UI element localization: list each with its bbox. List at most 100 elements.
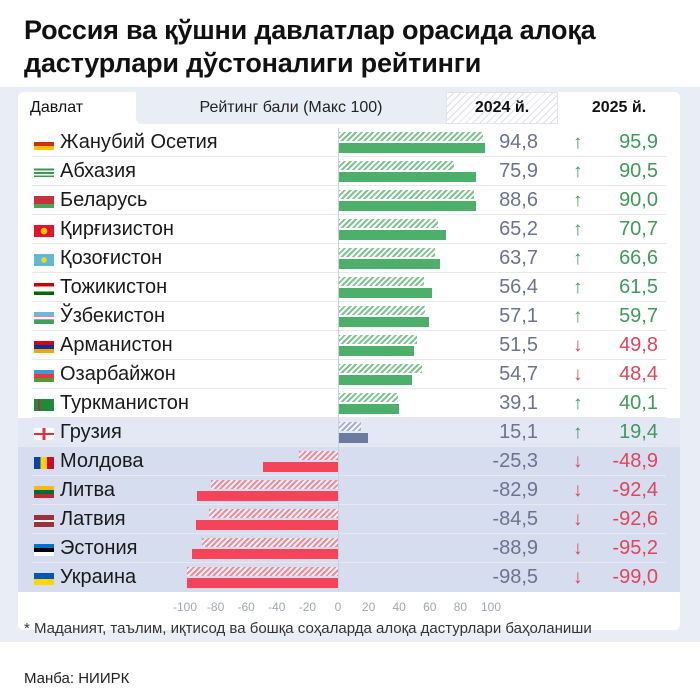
table-row: Ўзбекистон 57,1 ↑ 59,7 bbox=[18, 302, 680, 331]
bar-2025 bbox=[338, 230, 447, 240]
trend-down-arrow-icon: ↓ bbox=[573, 480, 583, 501]
header-2025: 2025 й. bbox=[558, 92, 680, 124]
zero-axis-line bbox=[338, 128, 339, 592]
bar-2025 bbox=[196, 520, 338, 530]
bar-2024 bbox=[338, 393, 398, 402]
flag-ukraine-icon bbox=[34, 573, 54, 585]
trend-up-arrow-icon: ↑ bbox=[573, 277, 583, 298]
row-divider bbox=[32, 156, 666, 157]
bar-2024 bbox=[338, 306, 426, 315]
axis-tick-label: 20 bbox=[361, 600, 376, 614]
bar-2025 bbox=[338, 201, 476, 211]
table-row: Беларусь 88,6 ↑ 90,0 bbox=[18, 186, 680, 215]
axis-tick-label: -60 bbox=[237, 600, 255, 614]
row-divider bbox=[32, 272, 666, 273]
chart-title: Россия ва қўшни давлатлар орасида алоқа … bbox=[24, 15, 596, 78]
bar-2024 bbox=[201, 538, 338, 547]
trend-down-arrow-icon: ↓ bbox=[573, 364, 583, 385]
value-2025: 90,0 bbox=[619, 189, 658, 211]
country-name: Қозоғистон bbox=[60, 247, 163, 269]
bar-2025 bbox=[338, 375, 413, 385]
value-2024: 56,4 bbox=[499, 276, 538, 298]
flag-moldova-icon bbox=[34, 457, 54, 469]
value-2025: 95,9 bbox=[619, 131, 658, 153]
axis-tick-label: 80 bbox=[453, 600, 468, 614]
bar-2024 bbox=[338, 422, 362, 431]
bar-2024 bbox=[338, 335, 417, 344]
country-name: Беларусь bbox=[60, 189, 148, 211]
flag-kazakhstan-icon bbox=[34, 254, 54, 266]
trend-up-arrow-icon: ↑ bbox=[573, 306, 583, 327]
country-name: Латвия bbox=[60, 508, 126, 530]
value-2025: -48,9 bbox=[612, 450, 658, 472]
table-row: Жанубий Осетия 94,8 ↑ 95,9 bbox=[18, 128, 680, 157]
table-row: Тожикистон 56,4 ↑ 61,5 bbox=[18, 273, 680, 302]
value-2024: -98,5 bbox=[492, 566, 538, 588]
bar-2025 bbox=[192, 549, 338, 559]
table-row: Грузия 15,1 ↑ 19,4 bbox=[18, 418, 680, 447]
header-2024: 2024 й. bbox=[446, 92, 558, 124]
value-2025: 90,5 bbox=[619, 160, 658, 182]
bar-2025 bbox=[338, 346, 415, 356]
country-name: Арманистон bbox=[60, 334, 173, 356]
value-2024: -88,9 bbox=[492, 537, 538, 559]
table-row: Эстония -88,9 ↓ -95,2 bbox=[18, 534, 680, 563]
row-divider bbox=[32, 446, 666, 447]
value-2025: -92,6 bbox=[612, 508, 658, 530]
country-name: Ўзбекистон bbox=[60, 305, 166, 327]
bar-2024 bbox=[299, 451, 338, 460]
value-2024: 63,7 bbox=[499, 247, 538, 269]
bar-2025 bbox=[338, 288, 433, 298]
trend-down-arrow-icon: ↓ bbox=[573, 538, 583, 559]
bar-2025 bbox=[263, 462, 338, 472]
flag-georgia-icon bbox=[34, 428, 54, 440]
flag-tajikistan-icon bbox=[34, 283, 54, 295]
bar-2024 bbox=[338, 190, 474, 199]
value-2024: 75,9 bbox=[499, 160, 538, 182]
country-name: Жанубий Осетия bbox=[60, 131, 218, 153]
table-row: Молдова -25,3 ↓ -48,9 bbox=[18, 447, 680, 476]
value-2025: 40,1 bbox=[619, 392, 658, 414]
axis-tick-label: -40 bbox=[268, 600, 286, 614]
bar-2024 bbox=[338, 277, 425, 286]
bar-2025 bbox=[338, 404, 400, 414]
row-divider bbox=[32, 214, 666, 215]
flag-south-ossetia-icon bbox=[34, 138, 54, 150]
flag-armenia-icon bbox=[34, 341, 54, 353]
trend-up-arrow-icon: ↑ bbox=[573, 132, 583, 153]
country-name: Украина bbox=[60, 566, 137, 588]
row-divider bbox=[32, 330, 666, 331]
country-name: Эстония bbox=[60, 537, 138, 559]
trend-up-arrow-icon: ↑ bbox=[573, 422, 583, 443]
table-row: Литва -82,9 ↓ -92,4 bbox=[18, 476, 680, 505]
bar-2025 bbox=[338, 433, 368, 443]
flag-kyrgyzstan-icon bbox=[34, 225, 54, 237]
value-2024: -25,3 bbox=[492, 450, 538, 472]
bar-2025 bbox=[338, 143, 485, 153]
value-2025: -99,0 bbox=[612, 566, 658, 588]
value-2025: -95,2 bbox=[612, 537, 658, 559]
country-name: Қирғизистон bbox=[60, 218, 174, 240]
bar-2025 bbox=[338, 259, 440, 269]
value-2025: 66,6 bbox=[619, 247, 658, 269]
flag-lithuania-icon bbox=[34, 486, 54, 498]
value-2025: 70,7 bbox=[619, 218, 658, 240]
row-divider bbox=[32, 359, 666, 360]
row-divider bbox=[32, 243, 666, 244]
country-name: Молдова bbox=[60, 450, 144, 472]
trend-up-arrow-icon: ↑ bbox=[573, 248, 583, 269]
row-divider bbox=[32, 504, 666, 505]
bar-2024 bbox=[338, 161, 455, 170]
trend-up-arrow-icon: ↑ bbox=[573, 219, 583, 240]
chart-rows: Жанубий Осетия 94,8 ↑ 95,9 Абхазия 75,9 ↑ 90,5 Б… bbox=[18, 128, 680, 592]
axis-tick-label: 0 bbox=[334, 600, 342, 614]
bar-2024 bbox=[187, 567, 338, 576]
value-2024: 88,6 bbox=[499, 189, 538, 211]
table-row: Қозоғистон 63,7 ↑ 66,6 bbox=[18, 244, 680, 273]
country-name: Озарбайжон bbox=[60, 363, 176, 385]
flag-azerbaijan-icon bbox=[34, 370, 54, 382]
bar-2025 bbox=[186, 578, 338, 588]
value-2025: 59,7 bbox=[619, 305, 658, 327]
table-row: Украина -98,5 ↓ -99,0 bbox=[18, 563, 680, 592]
value-2024: -82,9 bbox=[492, 479, 538, 501]
